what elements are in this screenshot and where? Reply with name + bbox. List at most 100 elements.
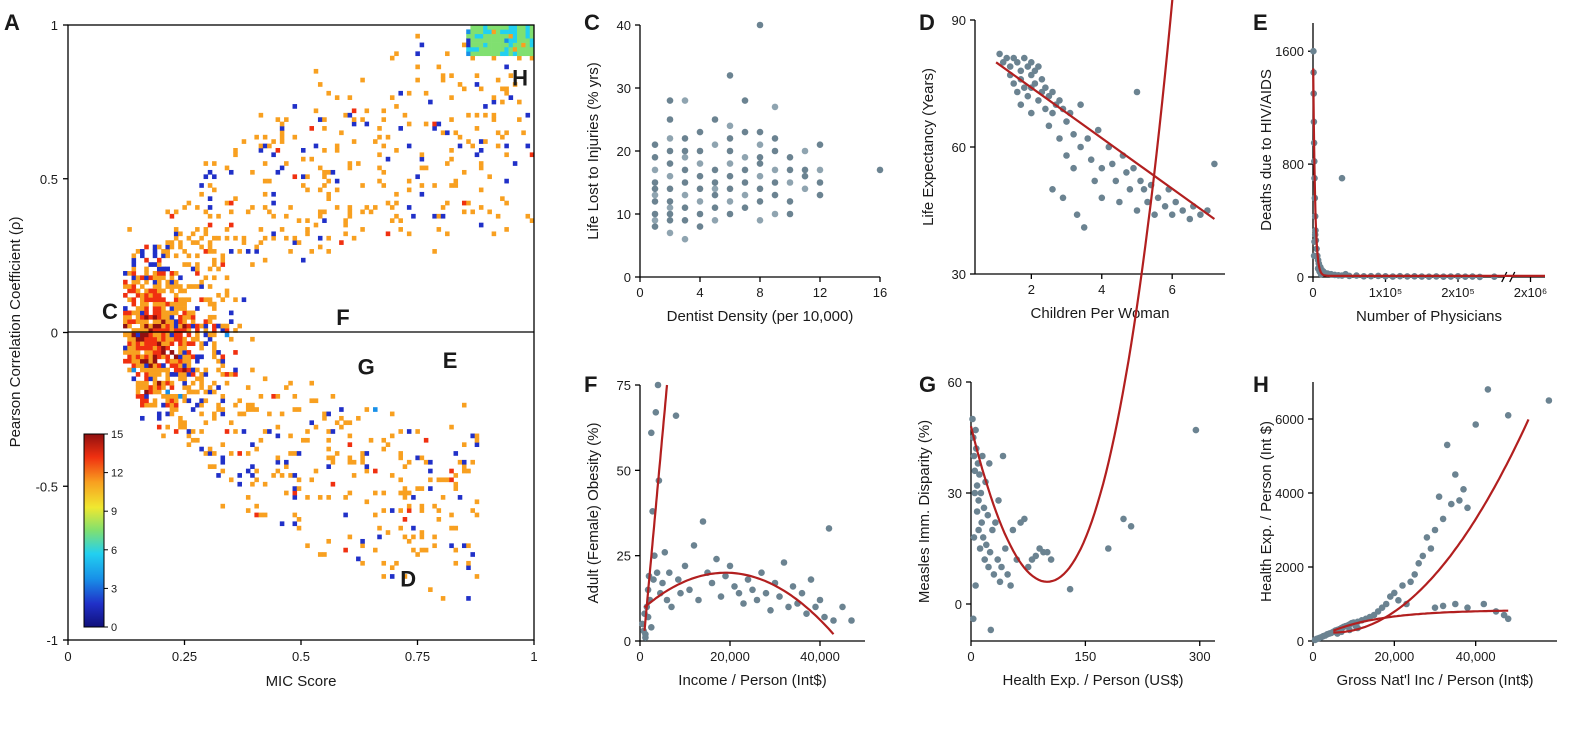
heatmap-cell	[190, 354, 196, 360]
heatmap-cell	[131, 363, 137, 368]
heatmap-cell	[195, 306, 200, 311]
panel-label-d: D	[919, 10, 935, 35]
heatmap-cell	[148, 288, 154, 294]
data-point-f	[653, 569, 661, 576]
heatmap-cell	[275, 459, 281, 465]
heatmap-cell	[284, 161, 289, 166]
heatmap-cell	[228, 310, 234, 316]
heatmap-cell	[419, 42, 425, 48]
annotation-h: H	[512, 65, 528, 90]
heatmap-cell	[267, 178, 272, 184]
heatmap-cell	[131, 376, 137, 382]
data-point-c	[696, 185, 704, 193]
heatmap-cell	[220, 411, 226, 417]
data-point-d	[1024, 92, 1032, 100]
heatmap-cell	[449, 117, 454, 122]
heatmap-cell	[279, 473, 285, 478]
x-tick-label-g: 300	[1189, 649, 1211, 664]
data-point-f	[731, 583, 738, 590]
heatmap-cell	[487, 51, 492, 57]
data-point-g	[1009, 526, 1017, 534]
heatmap-cell	[186, 367, 192, 373]
data-point-f	[776, 593, 783, 600]
heatmap-cell	[262, 376, 268, 382]
heatmap-cell	[178, 319, 183, 325]
heatmap-cell	[508, 73, 514, 79]
heatmap-cell	[351, 117, 357, 122]
data-point-c	[681, 135, 689, 142]
heatmap-cell	[385, 156, 391, 162]
heatmap-cell	[415, 552, 420, 557]
heatmap-cell	[135, 354, 141, 360]
heatmap-cell	[466, 42, 471, 48]
y-tick-label-a: 0.5	[40, 172, 58, 187]
heatmap-cell	[419, 165, 425, 171]
heatmap-cell	[262, 178, 268, 184]
heatmap-cell	[385, 231, 391, 237]
data-point-g	[990, 571, 998, 578]
heatmap-cell	[224, 288, 230, 294]
heatmap-cell	[495, 29, 501, 35]
heatmap-cell	[474, 126, 480, 131]
heatmap-cell	[186, 200, 192, 206]
heatmap-cell	[233, 297, 238, 303]
heatmap-cell	[474, 433, 480, 439]
heatmap-cell	[470, 459, 475, 465]
heatmap-cell	[445, 200, 450, 206]
data-point-g	[978, 519, 985, 526]
heatmap-cell	[152, 306, 158, 311]
colorbar-tick-label: 15	[111, 429, 123, 441]
heatmap-cell	[140, 345, 145, 351]
y-axis-label-a: Pearson Correlation Coefficient (ρ)	[7, 217, 24, 448]
heatmap-cell	[360, 451, 365, 456]
heatmap-cell	[250, 205, 255, 210]
heatmap-cell	[144, 367, 149, 373]
heatmap-cell	[317, 495, 323, 500]
heatmap-cell	[428, 477, 433, 483]
data-point-d	[1056, 97, 1063, 104]
heatmap-cell	[440, 596, 446, 601]
heatmap-cell	[152, 323, 158, 329]
heatmap-cell	[156, 363, 162, 368]
heatmap-cell	[199, 279, 204, 285]
heatmap-cell	[195, 205, 200, 210]
heatmap-cell	[131, 257, 137, 263]
heatmap-cell	[360, 183, 365, 188]
heatmap-cell	[131, 328, 137, 333]
heatmap-cell	[288, 473, 293, 478]
data-point-h	[1431, 604, 1439, 611]
data-point-g	[987, 626, 995, 634]
heatmap-cell	[428, 587, 433, 592]
heatmap-cell	[152, 288, 158, 294]
heatmap-cell	[343, 495, 348, 500]
data-point-c	[726, 198, 734, 205]
heatmap-cell	[254, 477, 259, 483]
data-point-h	[1452, 600, 1459, 608]
heatmap-cell	[220, 468, 226, 474]
heatmap-cell	[123, 345, 128, 351]
heatmap-cell	[144, 275, 149, 281]
heatmap-cell	[500, 29, 505, 35]
heatmap-cell	[279, 139, 285, 144]
heatmap-cell	[140, 292, 145, 298]
heatmap-cell	[178, 328, 183, 333]
heatmap-cell	[190, 367, 196, 373]
heatmap-cell	[135, 279, 141, 285]
heatmap-cell	[258, 394, 264, 399]
heatmap-cell	[258, 227, 264, 232]
heatmap-cell	[453, 525, 459, 531]
heatmap-cell	[148, 385, 154, 390]
heatmap-cell	[478, 205, 484, 210]
heatmap-cell	[529, 218, 535, 223]
heatmap-cell	[241, 297, 247, 303]
heatmap-cell	[140, 341, 145, 346]
heatmap-cell	[237, 398, 242, 404]
heatmap-cell	[360, 209, 365, 215]
heatmap-cell	[195, 323, 200, 329]
heatmap-cell	[495, 42, 501, 48]
heatmap-cell	[135, 372, 141, 377]
heatmap-cell	[423, 459, 429, 465]
heatmap-cell	[389, 205, 395, 210]
heatmap-cell	[199, 191, 204, 197]
heatmap-cell	[466, 468, 471, 474]
